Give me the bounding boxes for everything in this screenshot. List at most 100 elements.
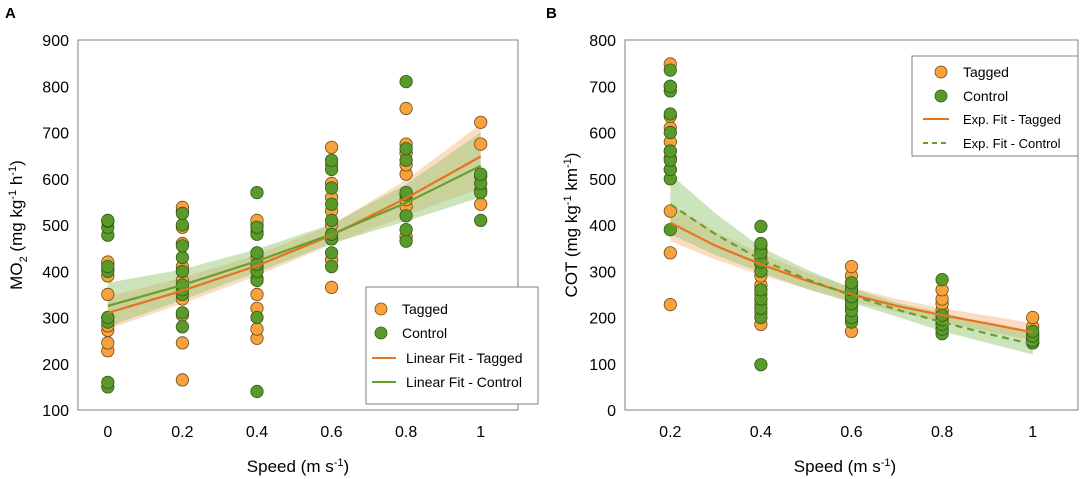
data-point-control — [250, 246, 264, 260]
panel-a-label: A — [5, 5, 16, 22]
data-point-control — [935, 272, 949, 287]
panel-a-y-tick-label: 400 — [42, 264, 69, 281]
data-point-control — [175, 320, 189, 334]
fit-line-tagged — [107, 155, 482, 314]
data-point-control — [663, 63, 677, 77]
panel-a-y-tick-label: 700 — [42, 126, 69, 143]
data-point-control — [399, 142, 413, 156]
data-point-control — [399, 209, 413, 223]
panel-b-y-tick-label: 600 — [589, 126, 616, 143]
panel-b-y-tick-label: 100 — [589, 357, 616, 374]
legend-linear-fit-tagged-label: Linear Fit - Tagged — [406, 350, 522, 366]
data-point-tagged — [844, 259, 859, 274]
legend-linear-fit-control-label: Linear Fit - Control — [406, 374, 522, 390]
legend-exp-fit-tagged-label: Exp. Fit - Tagged — [963, 112, 1061, 127]
data-point-control — [754, 283, 768, 297]
fit-line-control — [107, 164, 482, 307]
panel-b-legend: Tagged Control Exp. Fit - Tagged Exp. Fi… — [911, 55, 1079, 157]
data-point-control — [250, 384, 264, 399]
fit-line-tagged — [669, 221, 1033, 334]
data-point-control — [663, 125, 677, 140]
data-point-control — [399, 234, 413, 248]
data-point-control — [175, 264, 189, 278]
panel-a: A 0 0.2 0.4 0.6 0.8 1 100 200 300 400 500 600 700 80… — [5, 5, 539, 476]
panel-b-y-tick-label: 200 — [589, 311, 616, 328]
legend-tagged-label: Tagged — [402, 301, 448, 317]
data-point-tagged — [663, 297, 677, 312]
data-point-tagged — [474, 115, 488, 129]
panel-b-x-tick-label: 0.6 — [840, 424, 862, 441]
legend-tagged-marker — [374, 302, 388, 316]
data-point-control — [175, 306, 189, 320]
panel-a-y-tick-label: 200 — [42, 357, 69, 374]
panel-b-y-tick-label: 0 — [607, 403, 616, 420]
panel-a-x-tick-label: 0 — [103, 424, 112, 441]
panel-a-x-tick-label: 0.6 — [320, 424, 342, 441]
panel-a-legend: Tagged Control Linear Fit - Tagged Linea… — [365, 286, 539, 405]
panel-b-x-tick-label: 0.8 — [931, 424, 953, 441]
data-point-tagged — [175, 373, 189, 387]
data-point-control — [663, 107, 677, 121]
data-point-control — [474, 213, 488, 227]
panel-b-y-tick-label: 700 — [589, 79, 616, 96]
data-point-tagged — [250, 322, 264, 336]
panel-b-y-tick-labels: 0 100 200 300 400 500 600 700 800 — [589, 33, 616, 420]
data-point-control — [324, 153, 339, 167]
panel-b-x-tick-label: 0.2 — [659, 424, 681, 441]
legend-b-control-marker — [934, 89, 948, 103]
data-point-control — [175, 206, 189, 220]
confidence-band-tagged — [670, 204, 1033, 341]
data-point-tagged — [474, 197, 488, 211]
data-point-tagged — [250, 287, 264, 301]
legend-b-tagged-label: Tagged — [963, 64, 1009, 80]
data-point-tagged — [101, 336, 115, 350]
data-point-control — [324, 181, 339, 195]
panel-b-x-tick-label: 1 — [1028, 424, 1037, 441]
data-point-control — [663, 144, 677, 158]
legend-control-marker — [374, 326, 388, 340]
data-point-control — [175, 218, 189, 232]
panel-b-label: B — [546, 5, 557, 22]
data-point-control — [754, 236, 768, 251]
data-point-control — [663, 79, 677, 93]
data-point-control — [399, 223, 413, 237]
data-point-control — [324, 246, 339, 260]
panel-a-x-tick-label: 0.8 — [395, 424, 417, 441]
legend-control-label: Control — [402, 325, 447, 341]
data-point-tagged — [101, 287, 115, 301]
panel-a-x-tick-label: 1 — [476, 424, 485, 441]
data-point-tagged — [399, 101, 413, 116]
legend-b-control-label: Control — [963, 88, 1008, 104]
panel-a-y-axis-title: MO2 (mg kg-1 h-1) — [7, 160, 30, 290]
data-point-control — [754, 358, 768, 372]
panel-a-plot-frame — [77, 39, 519, 411]
panel-a-y-tick-label: 600 — [42, 172, 69, 189]
data-point-tagged — [1026, 310, 1040, 325]
confidence-band-tagged — [107, 124, 481, 330]
panel-a-x-tick-labels: 0 0.2 0.4 0.6 0.8 1 — [103, 424, 485, 441]
panel-b-x-axis-title: Speed (m s-1) — [794, 457, 896, 476]
data-point-control — [399, 153, 413, 167]
data-point-control — [250, 220, 264, 234]
panel-b-y-tick-label: 300 — [589, 264, 616, 281]
panel-a-y-tick-label: 900 — [42, 33, 69, 50]
legend-exp-fit-control-label: Exp. Fit - Control — [963, 136, 1061, 151]
data-point-tagged — [324, 280, 339, 294]
panel-a-x-tick-label: 0.4 — [246, 424, 268, 441]
data-point-tagged — [175, 336, 189, 350]
data-point-control — [250, 186, 264, 200]
panel-a-y-tick-label: 500 — [42, 218, 69, 235]
data-point-control — [324, 259, 339, 274]
data-point-control — [844, 276, 859, 290]
panel-b-x-tick-label: 0.4 — [750, 424, 772, 441]
data-point-control — [101, 259, 115, 274]
panel-b-x-tick-labels: 0.2 0.4 0.6 0.8 1 — [659, 424, 1037, 441]
panel-a-x-tick-label: 0.2 — [171, 424, 193, 441]
data-point-control — [175, 250, 189, 264]
data-point-control — [324, 197, 339, 211]
panel-a-y-tick-label: 100 — [42, 403, 69, 420]
panel-a-legend-box — [365, 286, 539, 405]
data-point-control — [101, 213, 115, 227]
panel-a-x-axis-title: Speed (m s-1) — [247, 457, 349, 476]
data-point-control — [101, 310, 115, 325]
